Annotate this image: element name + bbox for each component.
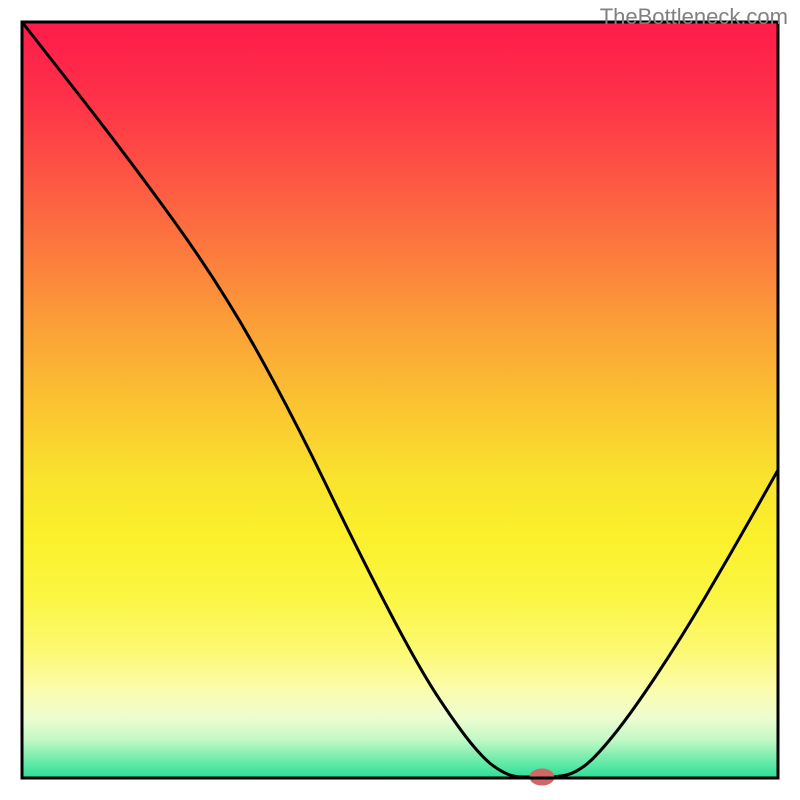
bottleneck-chart: TheBottleneck.com [0,0,800,800]
watermark-text: TheBottleneck.com [600,4,788,30]
chart-svg [0,0,800,800]
